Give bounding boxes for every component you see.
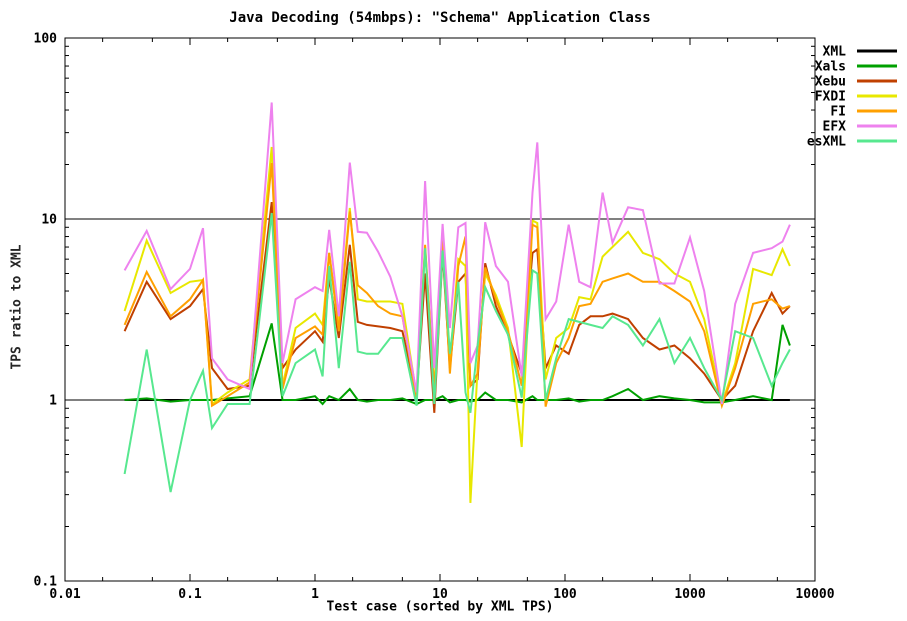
y-tick-label: 100 bbox=[34, 32, 58, 47]
y-tick-label: 10 bbox=[41, 213, 57, 228]
legend-label-Xebu: Xebu bbox=[815, 75, 846, 90]
series-FXDI bbox=[123, 146, 791, 503]
legend-label-FI: FI bbox=[830, 105, 846, 120]
chart-title: Java Decoding (54mbps): "Schema" Applica… bbox=[229, 10, 651, 26]
x-tick-label: 10 bbox=[432, 587, 448, 602]
legend-label-Xals: Xals bbox=[815, 60, 846, 75]
legend-label-FXDI: FXDI bbox=[815, 90, 846, 105]
x-tick-label: 1 bbox=[311, 587, 319, 602]
y-axis-label: TPS ratio to XML bbox=[9, 244, 25, 370]
x-tick-label: 10000 bbox=[795, 587, 834, 602]
legend-label-EFX: EFX bbox=[823, 120, 847, 135]
x-tick-label: 1000 bbox=[674, 587, 705, 602]
y-tick-label: 0.1 bbox=[34, 575, 58, 590]
legend-label-XML: XML bbox=[823, 45, 847, 60]
x-axis-label: Test case (sorted by XML TPS) bbox=[326, 599, 554, 615]
legend-label-esXML: esXML bbox=[807, 135, 846, 150]
series-esXML bbox=[123, 212, 791, 493]
x-tick-label: 0.1 bbox=[178, 587, 202, 602]
y-tick-label: 1 bbox=[49, 394, 57, 409]
series-Xals bbox=[124, 323, 791, 406]
x-tick-label: 100 bbox=[553, 587, 577, 602]
series-EFX bbox=[123, 102, 791, 405]
x-tick-label: 0.01 bbox=[49, 587, 80, 602]
